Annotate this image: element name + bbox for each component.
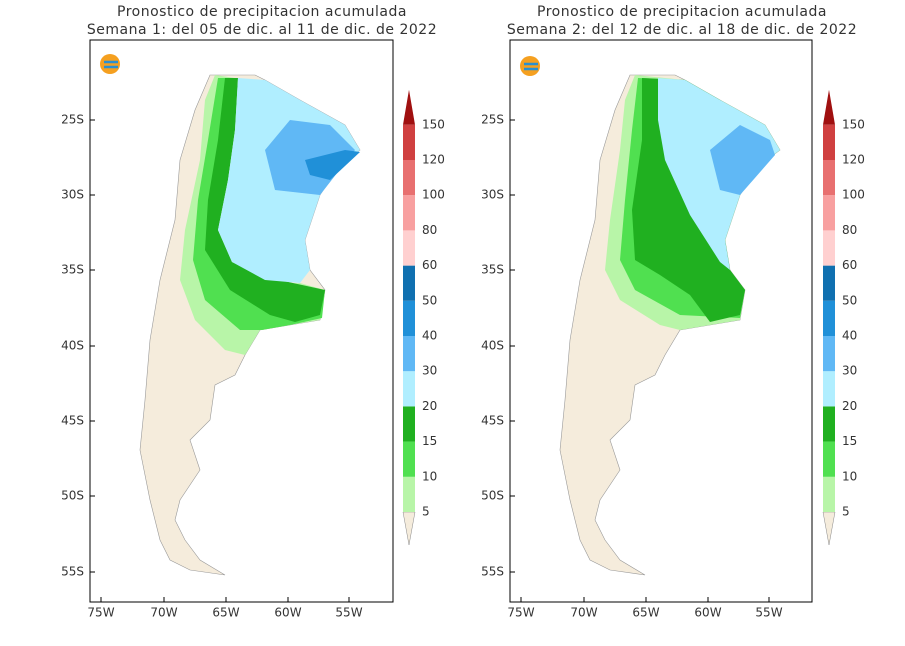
lat-label: 25S <box>481 113 504 127</box>
lat-label: 35S <box>61 263 84 277</box>
title-line: Semana 2: del 12 de dic. al 18 de dic. d… <box>507 22 857 38</box>
colorbar-segment <box>403 441 415 477</box>
colorbar-label: 60 <box>422 258 437 272</box>
lon-label: 70W <box>150 606 177 620</box>
lat-label: 50S <box>481 489 504 503</box>
lat-label: 40S <box>481 339 504 353</box>
colorbar-label: 30 <box>842 364 857 378</box>
colorbar-segment <box>823 441 835 477</box>
lon-label: 70W <box>570 606 597 620</box>
lat-label: 45S <box>61 414 84 428</box>
lat-label: 50S <box>61 489 84 503</box>
title-line: Semana 1: del 05 de dic. al 11 de dic. d… <box>87 22 437 38</box>
colorbar-segment <box>403 300 415 336</box>
colorbar-label: 100 <box>842 188 865 202</box>
lon-label: 55W <box>755 606 782 620</box>
colorbar-label: 60 <box>842 258 857 272</box>
lon-label: 75W <box>507 606 534 620</box>
colorbar-over <box>823 89 835 125</box>
colorbar-segment <box>403 265 415 301</box>
colorbar-segment <box>403 406 415 442</box>
lon-label: 75W <box>87 606 114 620</box>
colorbar-label: 80 <box>842 223 857 237</box>
colorbar-segment <box>823 230 835 266</box>
lat-label: 25S <box>61 113 84 127</box>
colorbar-label: 5 <box>422 505 430 519</box>
colorbar-segment <box>403 195 415 231</box>
colorbar-segment <box>823 265 835 301</box>
colorbar-segment <box>403 230 415 266</box>
colorbar-label: 100 <box>422 188 445 202</box>
lat-label: 30S <box>481 188 504 202</box>
colorbar-segment <box>403 160 415 196</box>
colorbar-segment <box>403 336 415 372</box>
colorbar-label: 15 <box>842 434 857 448</box>
colorbar-label: 120 <box>422 153 445 167</box>
colorbar-segment <box>823 371 835 407</box>
colorbar-label: 50 <box>422 293 437 307</box>
colorbar-label: 15 <box>422 434 437 448</box>
colorbar-segment <box>823 336 835 372</box>
lat-label: 40S <box>61 339 84 353</box>
lat-label: 55S <box>61 565 84 579</box>
lat-label: 45S <box>481 414 504 428</box>
lon-label: 65W <box>632 606 659 620</box>
lon-label: 60W <box>274 606 301 620</box>
lat-label: 30S <box>61 188 84 202</box>
colorbar-segment <box>403 371 415 407</box>
colorbar-label: 80 <box>422 223 437 237</box>
map-panel: Pronostico de precipitacion acumulada Sem… <box>61 4 437 620</box>
colorbar-segment <box>403 476 415 512</box>
colorbar-under <box>822 511 836 546</box>
colorbar-label: 150 <box>842 117 865 131</box>
colorbar-label: 50 <box>842 293 857 307</box>
colorbar-over <box>403 89 415 125</box>
lon-label: 60W <box>694 606 721 620</box>
colorbar-label: 30 <box>422 364 437 378</box>
colorbar-segment <box>823 160 835 196</box>
colorbar-label: 40 <box>842 329 857 343</box>
colorbar-label: 150 <box>422 117 445 131</box>
lat-label: 55S <box>481 565 504 579</box>
lon-label: 55W <box>335 606 362 620</box>
colorbar-under <box>402 511 416 546</box>
map-panel: Pronostico de precipitacion acumulada Sem… <box>481 4 857 620</box>
lon-label: 65W <box>212 606 239 620</box>
colorbar-label: 5 <box>842 505 850 519</box>
colorbar-label: 20 <box>842 399 857 413</box>
colorbar-segment <box>823 195 835 231</box>
colorbar-segment <box>403 124 415 160</box>
colorbar-label: 10 <box>842 469 857 483</box>
colorbar-segment <box>823 124 835 160</box>
colorbar-segment <box>823 406 835 442</box>
colorbar-label: 10 <box>422 469 437 483</box>
title-line: Pronostico de precipitacion acumulada <box>537 4 827 20</box>
colorbar-label: 120 <box>842 153 865 167</box>
colorbar: 5 10 15 20 30 40 50 60 80 100 120 150 <box>822 89 865 546</box>
colorbar-label: 20 <box>422 399 437 413</box>
colorbar-segment <box>823 300 835 336</box>
colorbar-segment <box>823 476 835 512</box>
title-line: Pronostico de precipitacion acumulada <box>117 4 407 20</box>
colorbar: 5 10 15 20 30 40 50 60 80 100 120 150 <box>402 89 445 546</box>
colorbar-label: 40 <box>422 329 437 343</box>
lat-label: 35S <box>481 263 504 277</box>
